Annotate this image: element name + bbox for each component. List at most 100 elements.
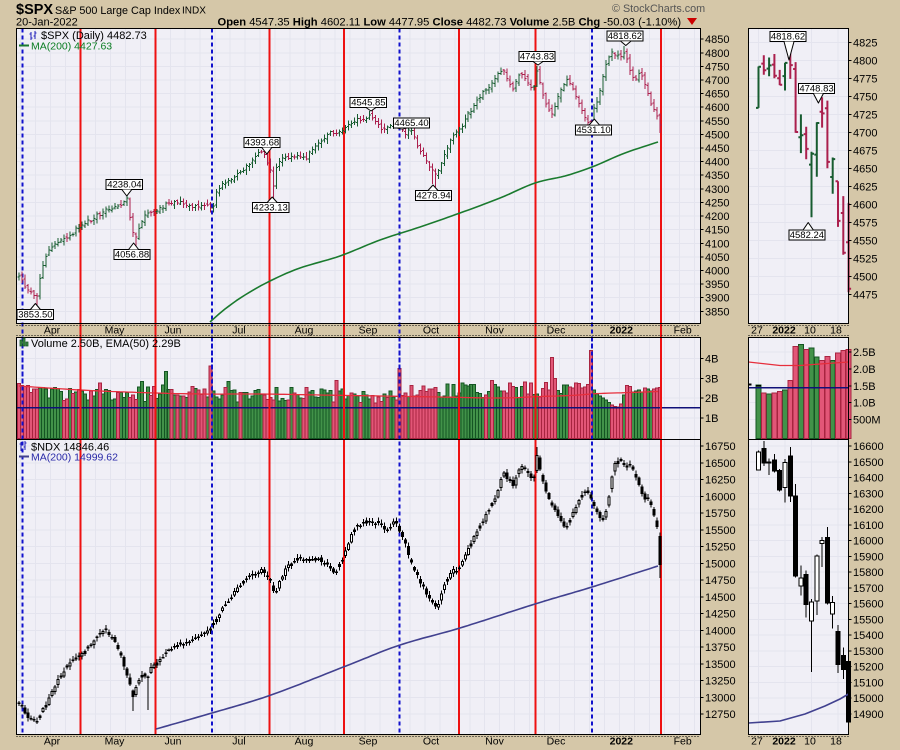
svg-text:Jun: Jun xyxy=(165,736,182,748)
svg-text:4575: 4575 xyxy=(853,217,877,229)
svg-text:18: 18 xyxy=(830,736,842,748)
svg-text:16250: 16250 xyxy=(705,475,736,487)
svg-text:4400: 4400 xyxy=(705,157,729,169)
svg-text:4238.04: 4238.04 xyxy=(107,180,141,191)
svg-text:16500: 16500 xyxy=(853,457,884,469)
svg-text:2022: 2022 xyxy=(610,736,634,748)
svg-text:4150: 4150 xyxy=(705,225,729,237)
svg-text:4675: 4675 xyxy=(853,145,877,157)
svg-text:4000: 4000 xyxy=(705,266,729,278)
svg-text:16000: 16000 xyxy=(705,491,736,503)
svg-text:15100: 15100 xyxy=(853,678,884,690)
svg-text:15000: 15000 xyxy=(853,693,884,705)
svg-text:13000: 13000 xyxy=(705,692,736,704)
svg-text:3950: 3950 xyxy=(705,279,729,291)
svg-text:MA(200) 14999.62: MA(200) 14999.62 xyxy=(31,452,118,464)
svg-text:16100: 16100 xyxy=(853,520,884,532)
svg-text:15300: 15300 xyxy=(853,646,884,658)
svg-text:4825: 4825 xyxy=(853,37,877,49)
svg-text:15700: 15700 xyxy=(853,583,884,595)
svg-text:1B: 1B xyxy=(705,413,718,425)
svg-text:MA(200) 4427.63: MA(200) 4427.63 xyxy=(31,41,112,53)
svg-text:3900: 3900 xyxy=(705,293,729,305)
svg-text:Dec: Dec xyxy=(547,325,566,337)
svg-text:Jul: Jul xyxy=(232,736,245,748)
svg-text:Sep: Sep xyxy=(359,736,378,748)
svg-text:15600: 15600 xyxy=(853,599,884,611)
svg-text:16000: 16000 xyxy=(853,536,884,548)
svg-text:16750: 16750 xyxy=(705,441,736,453)
svg-text:2.0B: 2.0B xyxy=(853,364,876,376)
svg-text:4278.94: 4278.94 xyxy=(416,191,450,202)
svg-text:Apr: Apr xyxy=(44,736,61,748)
svg-text:Open 4547.35 High 4602.11 Low: Open 4547.35 High 4602.11 Low 4477.95 Cl… xyxy=(218,17,682,29)
svg-text:2B: 2B xyxy=(705,393,718,405)
svg-text:4500: 4500 xyxy=(705,129,729,141)
svg-text:18: 18 xyxy=(830,325,842,337)
svg-text:4525: 4525 xyxy=(853,253,877,265)
svg-text:S&P 500 Large Cap Index: S&P 500 Large Cap Index xyxy=(55,5,181,17)
svg-text:Sep: Sep xyxy=(359,325,378,337)
svg-text:4600: 4600 xyxy=(853,199,877,211)
svg-text:4233.13: 4233.13 xyxy=(253,203,287,214)
svg-text:15500: 15500 xyxy=(705,525,736,537)
svg-text:2022: 2022 xyxy=(772,325,796,337)
svg-text:$SPX: $SPX xyxy=(16,2,53,18)
svg-text:$NDX 14846.46: $NDX 14846.46 xyxy=(31,442,109,454)
svg-text:1.0B: 1.0B xyxy=(853,398,876,410)
svg-text:14000: 14000 xyxy=(705,625,736,637)
svg-text:13250: 13250 xyxy=(705,676,736,688)
svg-text:15800: 15800 xyxy=(853,567,884,579)
svg-text:4500: 4500 xyxy=(853,271,877,283)
svg-text:16500: 16500 xyxy=(705,458,736,470)
svg-text:13500: 13500 xyxy=(705,659,736,671)
svg-text:15900: 15900 xyxy=(853,552,884,564)
svg-text:Nov: Nov xyxy=(485,736,504,748)
svg-text:15500: 15500 xyxy=(853,615,884,627)
svg-text:Dec: Dec xyxy=(547,736,566,748)
svg-text:4393.68: 4393.68 xyxy=(245,138,279,149)
svg-text:Aug: Aug xyxy=(295,736,314,748)
svg-text:4818.62: 4818.62 xyxy=(771,32,805,43)
svg-text:16400: 16400 xyxy=(853,473,884,485)
svg-text:4100: 4100 xyxy=(705,238,729,250)
svg-text:Apr: Apr xyxy=(44,325,61,337)
svg-text:15400: 15400 xyxy=(853,630,884,642)
svg-text:4775: 4775 xyxy=(853,73,877,85)
svg-text:4800: 4800 xyxy=(853,55,877,67)
svg-text:4650: 4650 xyxy=(705,89,729,101)
svg-text:16300: 16300 xyxy=(853,488,884,500)
svg-text:Jun: Jun xyxy=(165,325,182,337)
svg-text:May: May xyxy=(105,325,126,337)
svg-text:4531.10: 4531.10 xyxy=(576,125,610,136)
svg-text:Volume 2.50B, EMA(50) 2.29B: Volume 2.50B, EMA(50) 2.29B xyxy=(31,338,181,350)
svg-text:Nov: Nov xyxy=(485,325,504,337)
svg-text:16600: 16600 xyxy=(853,441,884,453)
svg-text:16200: 16200 xyxy=(853,504,884,516)
svg-text:4700: 4700 xyxy=(705,75,729,87)
svg-text:4650: 4650 xyxy=(853,163,877,175)
svg-text:4743.83: 4743.83 xyxy=(520,52,554,63)
svg-text:4625: 4625 xyxy=(853,181,877,193)
svg-text:4550: 4550 xyxy=(705,116,729,128)
svg-text:Feb: Feb xyxy=(674,325,692,337)
svg-text:INDX: INDX xyxy=(182,6,206,17)
svg-text:14900: 14900 xyxy=(853,709,884,721)
svg-text:15250: 15250 xyxy=(705,542,736,554)
svg-text:14750: 14750 xyxy=(705,575,736,587)
svg-text:12750: 12750 xyxy=(705,709,736,721)
svg-text:4B: 4B xyxy=(705,353,718,365)
svg-text:27: 27 xyxy=(751,325,763,337)
svg-text:4750: 4750 xyxy=(853,91,877,103)
svg-text:© StockCharts.com: © StockCharts.com xyxy=(612,3,705,15)
svg-text:500M: 500M xyxy=(853,415,881,427)
svg-text:4550: 4550 xyxy=(853,235,877,247)
svg-text:Feb: Feb xyxy=(674,736,692,748)
svg-text:4300: 4300 xyxy=(705,184,729,196)
svg-text:Oct: Oct xyxy=(423,736,439,748)
svg-text:4475: 4475 xyxy=(853,289,877,301)
svg-text:14500: 14500 xyxy=(705,592,736,604)
svg-text:4582.24: 4582.24 xyxy=(790,230,824,241)
svg-text:1.5B: 1.5B xyxy=(853,381,876,393)
svg-text:4465.40: 4465.40 xyxy=(394,118,428,129)
